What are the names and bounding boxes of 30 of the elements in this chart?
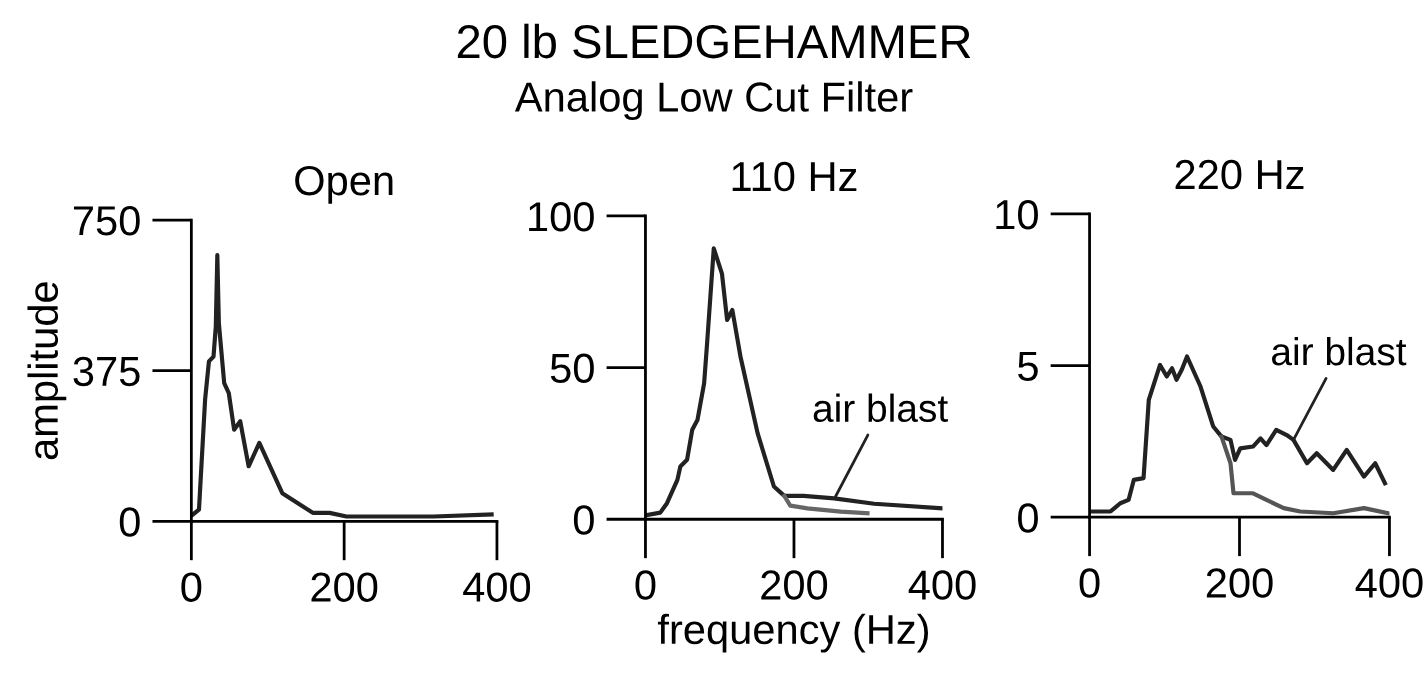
chart-title: 220 Hz <box>1175 159 1304 190</box>
chart-title: Open <box>295 165 393 204</box>
y-tick-label: 750 <box>73 206 140 236</box>
x-tick-label: 400 <box>1355 568 1423 598</box>
x-axis-title: frequency (Hz) <box>657 613 929 653</box>
x-tick-label: 200 <box>1206 568 1273 598</box>
y-tick-label: 10 <box>996 199 1038 230</box>
x-tick-label: 200 <box>311 572 378 602</box>
x-tick-label: 0 <box>181 572 202 602</box>
y-tick-label: 100 <box>529 201 594 232</box>
y-tick-label: 375 <box>73 356 140 387</box>
y-tick-label: 5 <box>1018 352 1038 382</box>
x-tick-label: 0 <box>1079 568 1100 598</box>
text: Analog Low Cut Filter <box>514 81 913 121</box>
y-tick-label: 50 <box>550 353 594 384</box>
x-tick-label: 200 <box>761 570 828 600</box>
annotation: air blast <box>813 393 948 423</box>
text: 20 lb SLEDGEHAMMER <box>457 23 971 59</box>
y-tick-label: 0 <box>1018 503 1038 533</box>
y-tick-label: 0 <box>119 507 140 537</box>
line-series <box>191 252 494 519</box>
x-tick-label: 0 <box>635 570 656 600</box>
x-tick-label: 400 <box>908 570 976 600</box>
annotation: air blast <box>1272 336 1407 366</box>
y-axis-title: amplitude <box>27 282 67 460</box>
x-tick-label: 400 <box>463 572 531 602</box>
y-tick-label: 0 <box>573 505 594 535</box>
line-series <box>1219 434 1390 516</box>
line-series <box>782 493 870 516</box>
chart-title: 110 Hz <box>732 161 857 192</box>
